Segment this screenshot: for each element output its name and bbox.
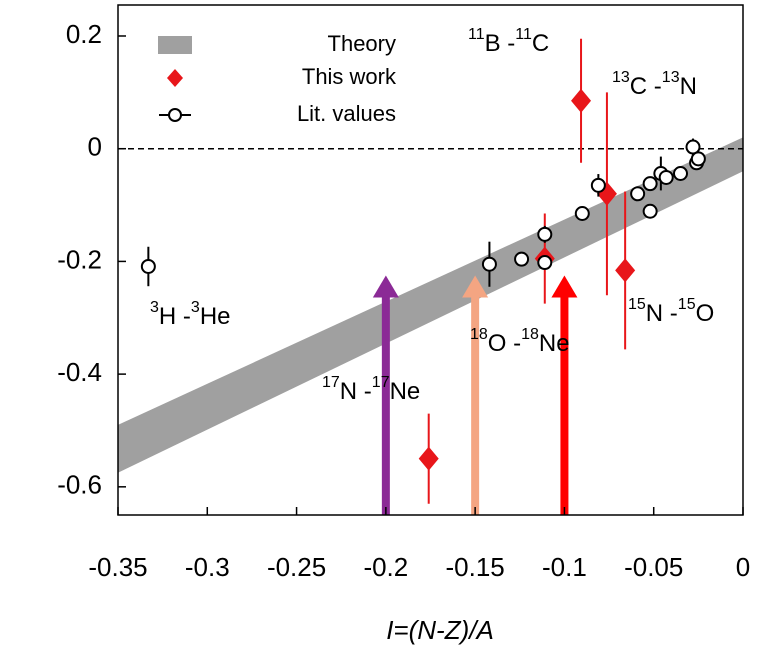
- x-tick-label: -0.2: [363, 552, 408, 582]
- data-point: [673, 165, 688, 181]
- annotation-mass: 18: [521, 326, 539, 343]
- legend-marker: [167, 69, 183, 87]
- annotation-element: C -: [630, 73, 662, 100]
- annotation: 15N -15O: [628, 296, 714, 327]
- annotation-element: N -: [340, 378, 372, 405]
- legend-label: Lit. values: [297, 101, 396, 126]
- data-point: [630, 186, 646, 202]
- y-tick-label: -0.6: [57, 470, 102, 500]
- annotation-mass: 15: [678, 296, 696, 313]
- annotation-element: Ne: [539, 330, 570, 357]
- data-point: [642, 203, 658, 219]
- annotation-element: O -: [488, 330, 521, 357]
- x-tick-label: -0.15: [446, 552, 505, 582]
- annotation-element: H -: [159, 303, 191, 330]
- arrow-head: [372, 275, 399, 298]
- annotation-mass: 18: [470, 326, 488, 343]
- annotation-element: N: [680, 73, 697, 100]
- annotation-mass: 15: [628, 296, 646, 313]
- data-point: [140, 258, 156, 274]
- annotation-element: He: [200, 303, 231, 330]
- data-point: [574, 206, 590, 222]
- y-tick-label: 0: [88, 132, 102, 162]
- y-tick-label: -0.2: [57, 244, 102, 274]
- annotation: 18O -18Ne: [470, 326, 570, 357]
- annotation: 13C -13N: [612, 69, 697, 100]
- annotation-element: O: [696, 300, 715, 327]
- x-axis-label: I=(N-Z)/A: [386, 615, 494, 645]
- y-tick-label: -0.4: [57, 357, 102, 387]
- data-point: [690, 151, 706, 167]
- legend-swatch: [158, 36, 192, 54]
- annotation-mass: 3: [191, 299, 200, 316]
- annotation: 11B -11C: [468, 26, 549, 57]
- data-point: [571, 88, 592, 113]
- annotation-mass: 3: [150, 299, 159, 316]
- data-point: [642, 176, 658, 192]
- x-tick-label: -0.3: [185, 552, 230, 582]
- y-tick-label: 0.2: [66, 19, 102, 49]
- legend-label: Theory: [328, 31, 396, 56]
- annotation-mass: 11: [468, 26, 485, 43]
- annotation-element: B -: [485, 30, 516, 57]
- annotation: 3H -3He: [150, 299, 231, 330]
- data-point: [537, 255, 553, 271]
- arrow-head: [462, 275, 489, 298]
- data-point: [658, 169, 674, 185]
- x-tick-label: -0.35: [88, 552, 147, 582]
- x-tick-label: -0.1: [542, 552, 587, 582]
- annotation: 17N -17Ne: [322, 374, 420, 405]
- data-point: [481, 256, 497, 272]
- legend-label: This work: [302, 64, 397, 89]
- data-point: [514, 251, 530, 267]
- legend-marker: [168, 108, 182, 122]
- data-point: [615, 258, 636, 283]
- annotation-mass: 13: [662, 69, 680, 86]
- x-tick-label: 0: [736, 552, 750, 582]
- data-point: [590, 177, 606, 193]
- annotation-element: C: [532, 30, 549, 57]
- plot-frame: [117, 4, 744, 516]
- data-point: [418, 446, 439, 471]
- annotation-mass: 17: [372, 374, 390, 391]
- annotation-element: Ne: [390, 378, 421, 405]
- x-tick-label: -0.05: [624, 552, 683, 582]
- data-point: [537, 226, 553, 242]
- annotation-element: N -: [646, 300, 678, 327]
- annotation-mass: 17: [322, 374, 340, 391]
- data-point: [685, 139, 701, 155]
- arrow-head: [551, 275, 578, 298]
- x-tick-label: -0.25: [267, 552, 326, 582]
- annotation-mass: 13: [612, 69, 630, 86]
- annotation-mass: 11: [515, 26, 532, 43]
- theory-band: [118, 137, 743, 473]
